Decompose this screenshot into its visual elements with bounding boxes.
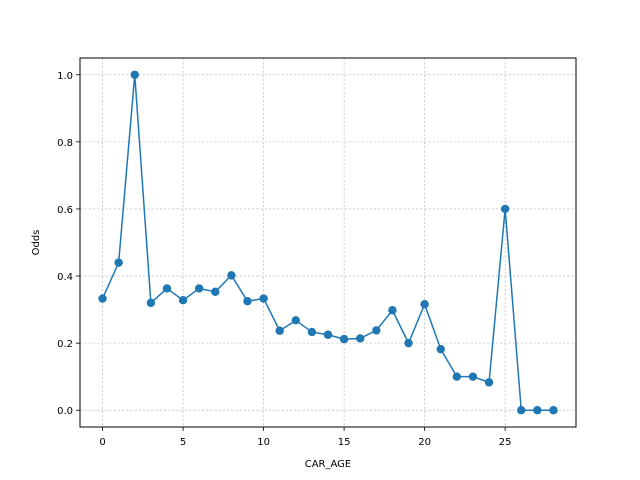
data-point	[291, 316, 300, 325]
data-point	[243, 297, 252, 306]
data-point	[259, 294, 268, 303]
data-point	[452, 372, 462, 381]
data-point	[98, 294, 107, 303]
data-point	[549, 406, 558, 415]
data-point	[468, 372, 478, 381]
y-tick-label: 0.8	[57, 138, 73, 149]
data-point	[146, 298, 156, 308]
data-point	[420, 300, 429, 309]
data-point	[533, 406, 542, 415]
data-point	[500, 204, 510, 214]
x-tick-label: 25	[499, 437, 512, 448]
data-point	[211, 287, 220, 297]
data-point	[339, 334, 349, 344]
data-point	[404, 338, 413, 348]
data-point	[162, 284, 172, 293]
y-tick-label: 0.0	[57, 406, 73, 417]
data-point	[484, 378, 494, 387]
data-point	[275, 326, 284, 335]
x-tick-label: 5	[180, 437, 186, 448]
data-point	[356, 334, 365, 343]
data-point	[114, 258, 123, 267]
x-tick-label: 10	[257, 437, 270, 448]
data-point	[307, 327, 317, 337]
x-axis-ticks: 0 5 10 15 20 25	[99, 427, 512, 448]
y-tick-label: 0.6	[57, 205, 73, 216]
data-point	[323, 330, 333, 339]
y-tick-label: 0.4	[57, 272, 73, 283]
data-point	[517, 406, 526, 415]
data-point	[130, 70, 139, 79]
data-series	[98, 70, 558, 415]
x-tick-label: 0	[99, 437, 105, 448]
data-point	[436, 344, 445, 354]
plot-area-frame	[79, 57, 577, 428]
data-point	[194, 284, 204, 293]
data-point	[227, 271, 236, 280]
x-axis-label: CAR_AGE	[305, 459, 352, 470]
x-tick-label: 15	[338, 437, 351, 448]
x-tick-label: 20	[418, 437, 431, 448]
y-axis-ticks: 0.0 0.2 0.4 0.6 0.8 1.0	[57, 71, 80, 417]
y-tick-label: 1.0	[57, 71, 73, 82]
data-point	[388, 306, 397, 315]
data-point	[178, 295, 188, 305]
data-point	[372, 326, 381, 335]
y-axis-label: Odds	[31, 230, 42, 256]
y-tick-label: 0.2	[57, 339, 73, 350]
